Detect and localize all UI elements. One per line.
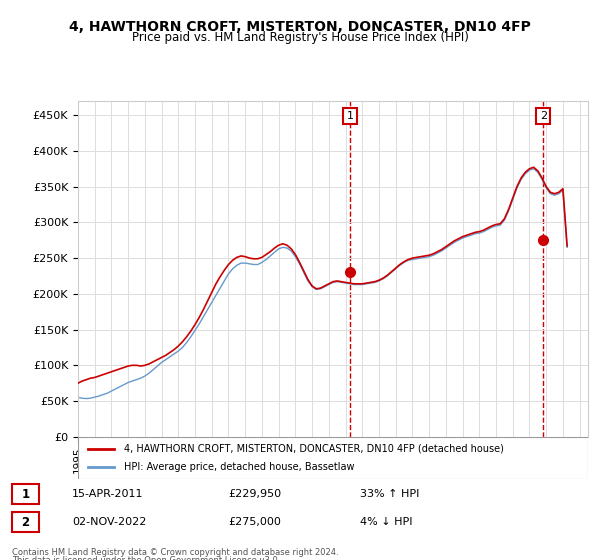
Text: 15-APR-2011: 15-APR-2011 — [72, 489, 143, 499]
Text: 2: 2 — [22, 516, 29, 529]
FancyBboxPatch shape — [78, 437, 588, 479]
Text: 4, HAWTHORN CROFT, MISTERTON, DONCASTER, DN10 4FP (detached house): 4, HAWTHORN CROFT, MISTERTON, DONCASTER,… — [124, 444, 504, 454]
Text: 4% ↓ HPI: 4% ↓ HPI — [360, 517, 413, 527]
Text: £229,950: £229,950 — [228, 489, 281, 499]
Text: 02-NOV-2022: 02-NOV-2022 — [72, 517, 146, 527]
Text: 33% ↑ HPI: 33% ↑ HPI — [360, 489, 419, 499]
Text: Contains HM Land Registry data © Crown copyright and database right 2024.: Contains HM Land Registry data © Crown c… — [12, 548, 338, 557]
Text: HPI: Average price, detached house, Bassetlaw: HPI: Average price, detached house, Bass… — [124, 462, 355, 472]
Text: £275,000: £275,000 — [228, 517, 281, 527]
Text: Price paid vs. HM Land Registry's House Price Index (HPI): Price paid vs. HM Land Registry's House … — [131, 31, 469, 44]
Text: 4, HAWTHORN CROFT, MISTERTON, DONCASTER, DN10 4FP: 4, HAWTHORN CROFT, MISTERTON, DONCASTER,… — [69, 20, 531, 34]
Text: This data is licensed under the Open Government Licence v3.0.: This data is licensed under the Open Gov… — [12, 556, 280, 560]
FancyBboxPatch shape — [12, 512, 39, 532]
FancyBboxPatch shape — [12, 484, 39, 504]
Text: 1: 1 — [22, 488, 29, 501]
Text: 2: 2 — [540, 111, 547, 121]
Text: 1: 1 — [347, 111, 354, 121]
